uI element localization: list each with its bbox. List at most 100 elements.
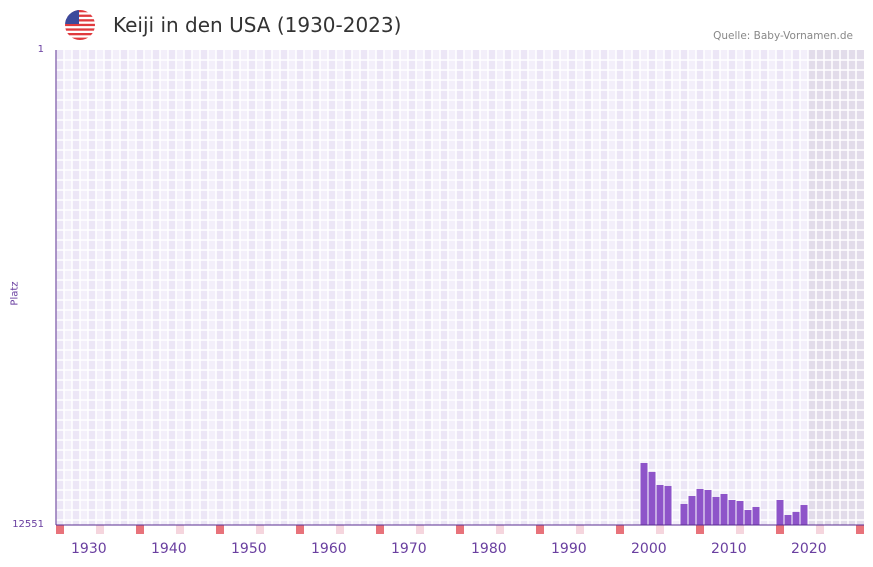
year-column xyxy=(96,50,104,525)
year-column xyxy=(608,50,616,525)
year-column xyxy=(520,50,528,525)
year-column xyxy=(736,50,744,525)
x-tick-label: 2020 xyxy=(791,541,827,557)
year-column xyxy=(856,50,864,525)
year-column xyxy=(632,50,640,525)
year-column xyxy=(576,50,584,525)
year-column xyxy=(416,50,424,525)
year-column xyxy=(224,50,232,525)
year-column xyxy=(304,50,312,525)
year-column xyxy=(392,50,400,525)
year-column xyxy=(440,50,448,525)
year-column xyxy=(720,50,728,525)
decade-marker xyxy=(136,525,144,534)
year-column xyxy=(112,50,120,525)
year-column xyxy=(264,50,272,525)
year-column xyxy=(472,50,480,525)
year-column xyxy=(128,50,136,525)
bar-2001 xyxy=(640,463,648,525)
year-column xyxy=(144,50,152,525)
year-column xyxy=(136,50,144,525)
year-column xyxy=(464,50,472,525)
x-tick-label: 1990 xyxy=(551,541,587,557)
bar-2006 xyxy=(680,503,688,525)
decade-marker xyxy=(616,525,624,534)
year-column xyxy=(448,50,456,525)
year-column xyxy=(560,50,568,525)
decade-marker xyxy=(456,525,464,534)
bar-2004 xyxy=(664,485,672,525)
year-column xyxy=(640,50,648,525)
year-column xyxy=(816,50,824,525)
year-column xyxy=(296,50,304,525)
year-column xyxy=(368,50,376,525)
year-column xyxy=(184,50,192,525)
year-column xyxy=(352,50,360,525)
year-column xyxy=(424,50,432,525)
year-column xyxy=(432,50,440,525)
year-column xyxy=(320,50,328,525)
year-column xyxy=(672,50,680,525)
year-column xyxy=(176,50,184,525)
x-tick-label: 1950 xyxy=(231,541,267,557)
decade-marker xyxy=(56,525,64,534)
decade-marker xyxy=(376,525,384,534)
year-column xyxy=(544,50,552,525)
year-column xyxy=(664,50,672,525)
year-column xyxy=(624,50,632,525)
year-column xyxy=(376,50,384,525)
bar-2012 xyxy=(728,499,736,525)
year-column xyxy=(528,50,536,525)
bar-2003 xyxy=(656,484,664,525)
year-column xyxy=(712,50,720,525)
x-tick-label: 1970 xyxy=(391,541,427,557)
year-column xyxy=(88,50,96,525)
year-column xyxy=(760,50,768,525)
year-column xyxy=(192,50,200,525)
year-column xyxy=(688,50,696,525)
bar-2021 xyxy=(800,505,808,525)
year-column xyxy=(704,50,712,525)
bar-2008 xyxy=(696,489,704,525)
year-column xyxy=(480,50,488,525)
half-decade-marker xyxy=(96,525,104,534)
year-column xyxy=(680,50,688,525)
year-column xyxy=(280,50,288,525)
y-tick-bottom: 12551 xyxy=(12,519,44,530)
year-column xyxy=(616,50,624,525)
year-column xyxy=(696,50,704,525)
year-column xyxy=(120,50,128,525)
year-column xyxy=(344,50,352,525)
x-tick-label: 2000 xyxy=(631,541,667,557)
decade-marker xyxy=(856,525,864,534)
year-column xyxy=(848,50,856,525)
decade-marker xyxy=(696,525,704,534)
source-label: Quelle: Baby-Vornamen.de xyxy=(713,30,853,42)
year-column xyxy=(208,50,216,525)
bar-2009 xyxy=(704,489,712,525)
x-tick-label: 1980 xyxy=(471,541,507,557)
x-tick-label: 1930 xyxy=(71,541,107,557)
year-column xyxy=(792,50,800,525)
half-decade-marker xyxy=(496,525,504,534)
decade-marker xyxy=(776,525,784,534)
bar-2010 xyxy=(712,496,720,525)
year-column xyxy=(248,50,256,525)
half-decade-marker xyxy=(576,525,584,534)
year-column xyxy=(568,50,576,525)
year-column xyxy=(336,50,344,525)
half-decade-marker xyxy=(656,525,664,534)
x-tick-label: 2010 xyxy=(711,541,747,557)
year-column xyxy=(200,50,208,525)
year-column xyxy=(592,50,600,525)
year-column xyxy=(728,50,736,525)
year-column xyxy=(288,50,296,525)
half-decade-marker xyxy=(816,525,824,534)
bar-2007 xyxy=(688,496,696,525)
half-decade-marker xyxy=(416,525,424,534)
year-column xyxy=(80,50,88,525)
year-column xyxy=(168,50,176,525)
year-column xyxy=(360,50,368,525)
year-column xyxy=(272,50,280,525)
year-column xyxy=(776,50,784,525)
